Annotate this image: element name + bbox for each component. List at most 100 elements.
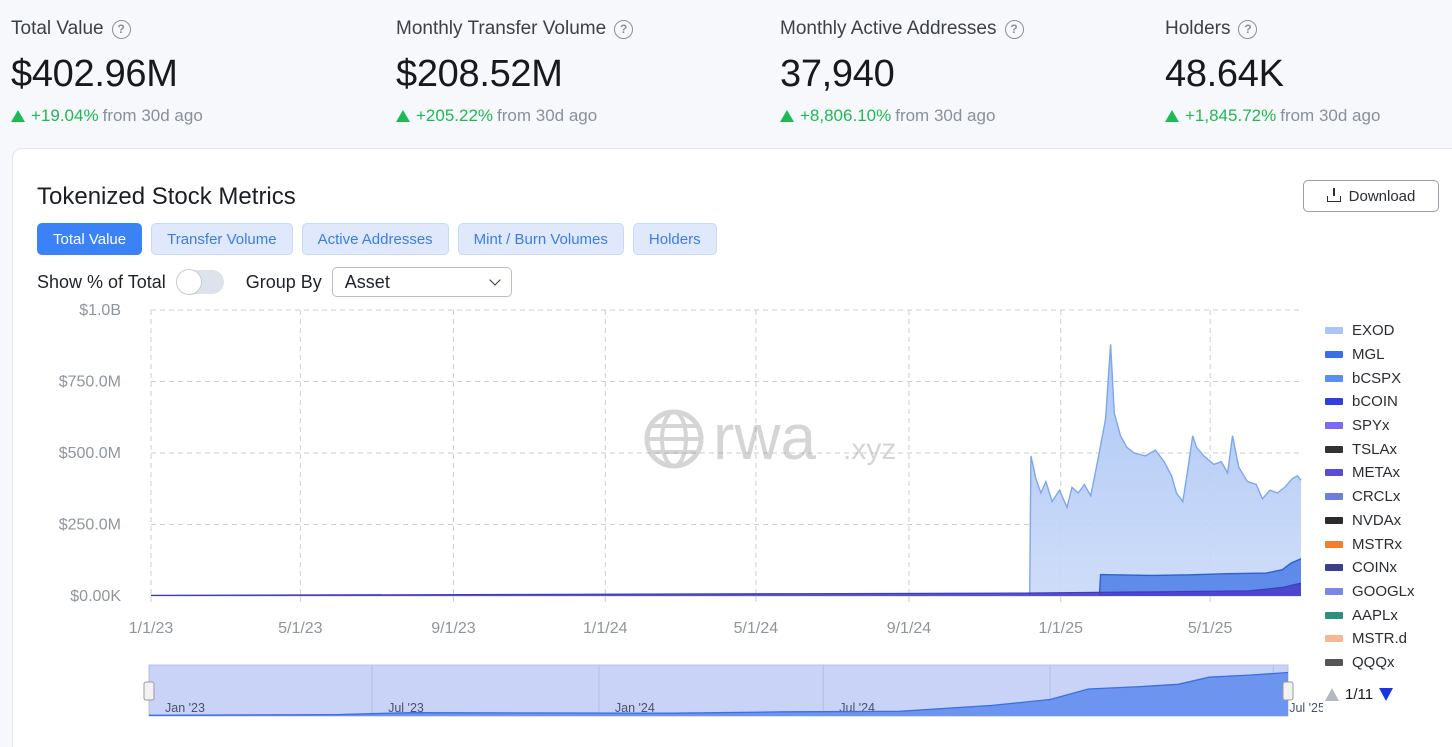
kpi-change: +205.22% [416, 106, 494, 125]
metrics-card: Tokenized Stock Metrics Download Total V… [12, 148, 1452, 747]
legend-item-exod[interactable]: EXOD [1325, 319, 1415, 343]
legend-label: MSTRx [1352, 535, 1402, 553]
legend-label: AAPLx [1352, 606, 1398, 624]
toggle-knob[interactable] [175, 269, 202, 295]
help-icon[interactable]: ? [111, 19, 131, 39]
kpi-value: 37,940 [780, 53, 895, 95]
kpi-total-value: Total Value? $402.96M +19.04% from 30d ag… [11, 16, 371, 126]
up-arrow-icon [1165, 110, 1179, 122]
x-tick-label: 1/1/23 [129, 620, 174, 637]
legend-label: EXOD [1352, 322, 1395, 340]
legend-item-crclx[interactable]: CRCLx [1325, 485, 1415, 509]
kpi-change-suffix: from 30d ago [102, 106, 203, 125]
watermark-suffix: .xyz [843, 433, 896, 466]
series-area-exod [1029, 344, 1301, 596]
kpi-change: +1,845.72% [1185, 106, 1277, 125]
legend-item-mgl[interactable]: MGL [1325, 343, 1415, 367]
kpi-change-suffix: from 30d ago [497, 106, 598, 125]
download-label: Download [1348, 187, 1416, 205]
legend-swatch [1325, 658, 1343, 666]
x-tick-label: 5/1/24 [734, 620, 779, 637]
legend-swatch [1325, 351, 1343, 359]
legend-label: QQQx [1352, 653, 1395, 671]
legend-item-nvdax[interactable]: NVDAx [1325, 509, 1415, 533]
metric-tabs: Total Value Transfer Volume Active Addre… [37, 223, 717, 255]
legend-item-mstr-d[interactable]: MSTR.d [1325, 627, 1415, 651]
kpi-label: Monthly Active Addresses [780, 18, 997, 39]
y-tick-label: $1.0B [79, 302, 121, 319]
kpi-value: $402.96M [11, 53, 178, 95]
legend-swatch [1325, 564, 1343, 572]
kpi-monthly-active-addresses: Monthly Active Addresses? 37,940 +8,806.… [780, 16, 1140, 126]
legend-label: GOOGLx [1352, 582, 1415, 600]
kpi-label: Total Value [11, 18, 104, 39]
globe-icon [660, 410, 688, 468]
legend-swatch [1325, 422, 1343, 430]
watermark: rwa .xyz [644, 401, 896, 473]
legend-item-coinx[interactable]: COINx [1325, 556, 1415, 580]
series-area-other [151, 583, 1301, 596]
legend-label: MGL [1352, 346, 1385, 364]
legend-item-spyx[interactable]: SPYx [1325, 414, 1415, 438]
tab-total-value[interactable]: Total Value [37, 223, 143, 255]
series-area-mgl [1099, 558, 1301, 596]
legend-label: METAx [1352, 464, 1401, 482]
legend-label: bCOIN [1352, 393, 1398, 411]
legend-item-qqqx[interactable]: QQQx [1325, 651, 1415, 675]
total-value-chart: $0.00K $250.0M $500.0M $750.0M $1.0B 1/1/23 5/… [59, 302, 1323, 717]
legend-swatch [1325, 374, 1343, 382]
legend-swatch [1325, 445, 1343, 453]
tab-holders[interactable]: Holders [632, 223, 717, 255]
kpi-change: +8,806.10% [800, 106, 892, 125]
watermark-text: rwa [713, 401, 817, 473]
pager-label: 1/11 [1345, 686, 1374, 703]
legend-item-mstrx[interactable]: MSTRx [1325, 532, 1415, 556]
legend-swatch [1325, 611, 1343, 619]
navigator-label: Jan '24 [615, 701, 655, 715]
help-icon[interactable]: ? [614, 19, 634, 39]
legend-label: MSTR.d [1352, 630, 1408, 648]
legend-swatch [1325, 540, 1343, 548]
tab-transfer-volume[interactable]: Transfer Volume [151, 223, 293, 255]
y-tick-label: $750.0M [59, 374, 121, 391]
legend-item-metax[interactable]: METAx [1325, 461, 1415, 485]
legend-item-tslax[interactable]: TSLAx [1325, 437, 1415, 461]
legend-item-bcspx[interactable]: bCSPX [1325, 366, 1415, 390]
legend-label: SPYx [1352, 417, 1390, 435]
kpi-value: 48.64K [1165, 53, 1284, 95]
kpi-holders: Holders? 48.64K +1,845.72% from 30d ago [1165, 16, 1452, 126]
tab-active-addresses[interactable]: Active Addresses [301, 223, 449, 255]
kpi-change-suffix: from 30d ago [1280, 106, 1381, 125]
navigator-handle [143, 681, 155, 701]
legend-item-bcoin[interactable]: bCOIN [1325, 390, 1415, 414]
up-arrow-icon [396, 110, 410, 122]
legend-label: CRCLx [1352, 488, 1401, 506]
legend-label: TSLAx [1352, 440, 1398, 458]
legend-item-aaplx[interactable]: AAPLx [1325, 603, 1415, 627]
legend-label: bCSPX [1352, 369, 1402, 387]
x-tick-label: 1/1/24 [583, 620, 628, 637]
kpi-label: Holders [1165, 18, 1231, 39]
download-button[interactable]: Download [1303, 180, 1439, 212]
help-icon[interactable]: ? [1004, 19, 1024, 39]
legend-swatch [1325, 327, 1343, 335]
legend-item-googlx[interactable]: GOOGLx [1325, 580, 1415, 604]
navigator-label: Jan '23 [165, 701, 205, 715]
x-tick-label: 1/1/25 [1039, 620, 1084, 637]
legend-swatch [1325, 398, 1343, 406]
y-tick-label: $250.0M [59, 517, 121, 534]
pager-down-icon[interactable] [1379, 688, 1394, 701]
group-by-select[interactable]: Asset [331, 267, 512, 297]
navigator-label: Jul '23 [388, 701, 424, 715]
tab-mint-burn-volumes[interactable]: Mint / Burn Volumes [457, 223, 624, 255]
up-arrow-icon [11, 110, 25, 122]
show-pct-toggle[interactable] [175, 269, 224, 295]
series-line-mgl [1098, 558, 1302, 597]
y-tick-label: $0.00K [70, 588, 121, 605]
x-tick-label: 5/1/25 [1188, 620, 1233, 637]
legend-swatch [1325, 516, 1343, 524]
pager-up-icon[interactable] [1325, 688, 1339, 701]
legend-pager: 1/11 [1325, 686, 1394, 703]
group-by-value: Asset [344, 271, 390, 292]
help-icon[interactable]: ? [1238, 19, 1258, 39]
